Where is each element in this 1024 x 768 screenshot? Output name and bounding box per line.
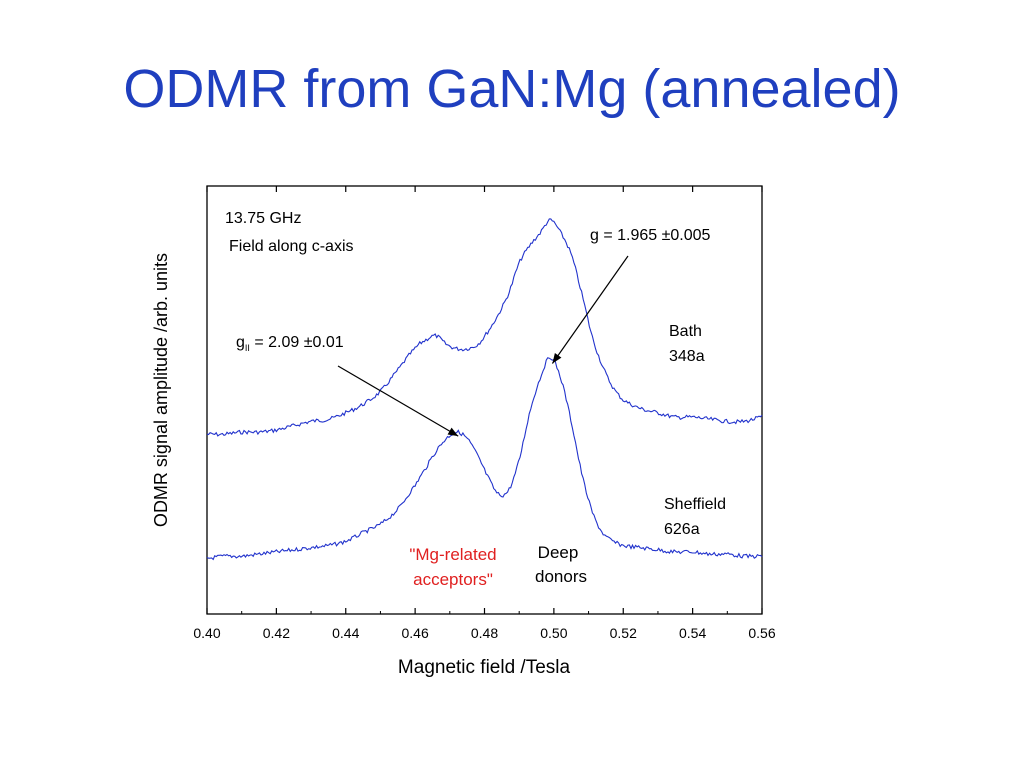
x-tick-label-7: 0.54	[679, 625, 706, 641]
g-donor-arrow-head	[552, 352, 562, 364]
y-axis-label: ODMR signal amplitude /arb. units	[151, 253, 171, 527]
orientation-annotation: Field along c-axis	[229, 238, 354, 255]
g-parallel-arrow	[337, 365, 459, 437]
x-axis-ticks: 0.40 0.42 0.44 0.46 0.48 0.50 0.52 0.54 0.56	[193, 186, 776, 641]
frequency-annotation: 13.75 GHz	[225, 210, 301, 227]
series-line-0	[206, 218, 763, 437]
series-label-bath-line2: 348a	[669, 348, 705, 365]
annotation-arrows	[337, 255, 629, 437]
x-tick-label-4: 0.48	[471, 625, 498, 641]
g-donor-arrow	[551, 255, 629, 364]
x-tick-label-1: 0.42	[263, 625, 290, 641]
g-parallel-value: = 2.09 ±0.01	[250, 334, 344, 351]
series-label-sheffield-line2: 626a	[664, 521, 700, 538]
x-axis-label: Magnetic field /Tesla	[398, 657, 571, 678]
deep-donors-label-line1: Deep	[538, 543, 579, 562]
x-tick-label-5: 0.50	[540, 625, 567, 641]
series-lines	[206, 218, 763, 561]
x-tick-label-3: 0.46	[402, 625, 429, 641]
series-label-bath-line1: Bath	[669, 323, 702, 340]
g-donor-annotation: g = 1.965 ±0.005	[590, 227, 711, 244]
g-parallel-prefix: g	[236, 334, 245, 351]
x-tick-label-6: 0.52	[610, 625, 637, 641]
x-tick-label-2: 0.44	[332, 625, 359, 641]
g-parallel-annotation: gII = 2.09 ±0.01	[236, 334, 344, 353]
slide-title: ODMR from GaN:Mg (annealed)	[123, 59, 901, 119]
mg-acceptors-label-line1: "Mg-related	[409, 545, 496, 564]
series-label-sheffield-line1: Sheffield	[664, 496, 726, 513]
x-tick-label-8: 0.56	[748, 625, 775, 641]
deep-donors-label-line2: donors	[535, 567, 587, 586]
g-parallel-arrow-head	[447, 427, 459, 437]
g-parallel-subscript: II	[245, 343, 250, 353]
x-tick-label-0: 0.40	[193, 625, 220, 641]
series-line-1	[206, 357, 763, 561]
mg-acceptors-label-line2: acceptors"	[413, 570, 493, 589]
series-labels: Bath 348a Sheffield 626a	[664, 323, 726, 538]
